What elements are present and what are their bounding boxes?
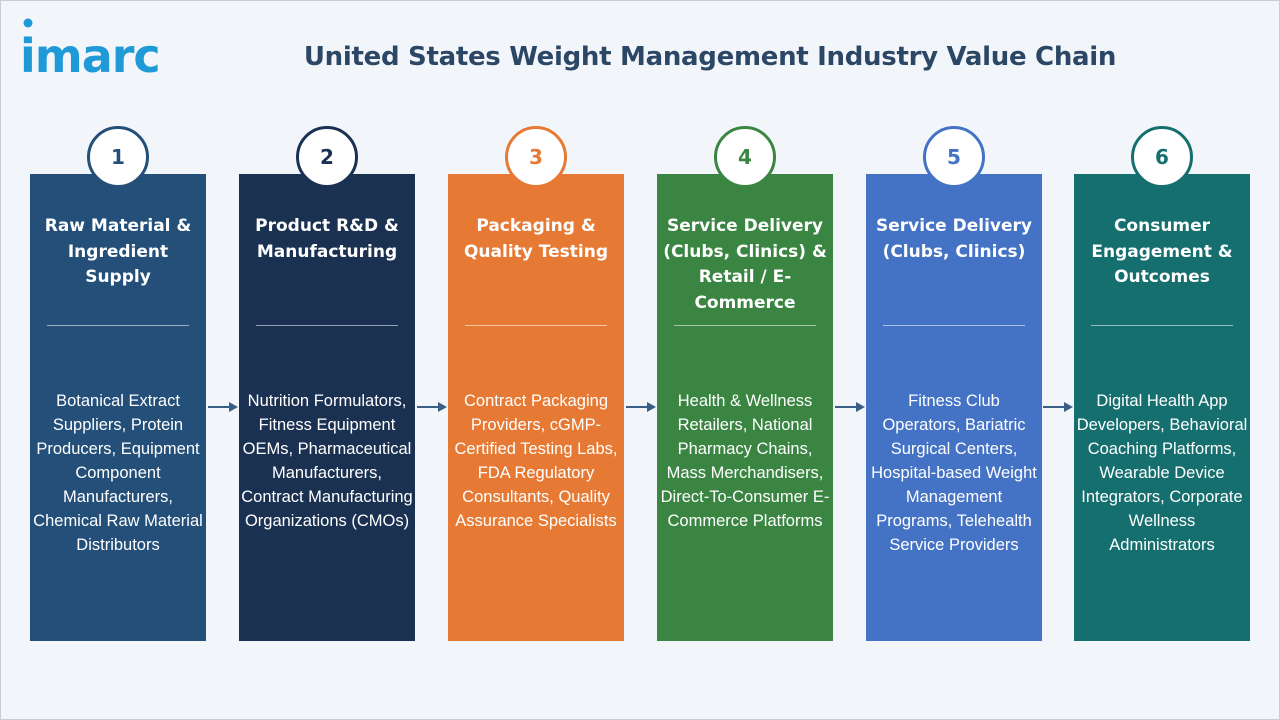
stage-column-5: Service Delivery (Clubs, Clinics) Fitnes… (866, 174, 1042, 641)
stage-column-6: Consumer Engagement & Outcomes Digital H… (1074, 174, 1250, 641)
stage-divider (256, 325, 398, 326)
stage-column-4: Service Delivery (Clubs, Clinics) & Reta… (657, 174, 833, 641)
stage-divider (883, 325, 1025, 326)
stage-column-2: Product R&D & Manufacturing Nutrition Fo… (239, 174, 415, 641)
stage-number: 3 (529, 145, 543, 169)
stage-title: Service Delivery (Clubs, Clinics) & Reta… (663, 216, 827, 313)
stage-description: Contract Packaging Providers, cGMP-Certi… (454, 392, 618, 530)
stage-description: Health & Wellness Retailers, National Ph… (660, 392, 830, 530)
logo-text: imarc (20, 29, 160, 83)
stage-title: Product R&D & Manufacturing (255, 216, 399, 262)
flow-arrow-icon (835, 402, 865, 412)
stage-number-badge: 5 (923, 126, 985, 188)
page-title: United States Weight Management Industry… (303, 42, 1117, 72)
stage-divider (674, 325, 816, 326)
stage-title: Packaging & Quality Testing (463, 216, 609, 262)
stage-number-badge: 2 (296, 126, 358, 188)
stage-number-badge: 6 (1131, 126, 1193, 188)
stage-title: Consumer Engagement & Outcomes (1091, 216, 1233, 287)
stage-description: Nutrition Formulators, Fitness Equipment… (241, 392, 413, 530)
stage-number-badge: 3 (505, 126, 567, 188)
stage-number: 4 (738, 145, 752, 169)
stage-number-badge: 1 (87, 126, 149, 188)
stage-divider (1091, 325, 1233, 326)
flow-arrow-icon (626, 402, 656, 412)
stage-number: 1 (111, 145, 125, 169)
stage-number: 5 (947, 145, 961, 169)
stage-title: Service Delivery (Clubs, Clinics) (876, 216, 1032, 262)
stage-divider (47, 325, 189, 326)
flow-arrow-icon (417, 402, 447, 412)
stage-description: Digital Health App Developers, Behaviora… (1076, 392, 1248, 554)
flow-arrow-icon (1043, 402, 1073, 412)
flow-arrow-icon (208, 402, 238, 412)
stage-number: 2 (320, 145, 334, 169)
stage-number: 6 (1155, 145, 1169, 169)
stage-description: Fitness Club Operators, Bariatric Surgic… (871, 392, 1037, 554)
stage-title: Raw Material & Ingredient Supply (44, 216, 192, 287)
stage-column-1: Raw Material & Ingredient Supply Botanic… (30, 174, 206, 641)
stage-divider (465, 325, 607, 326)
stage-description: Botanical Extract Suppliers, Protein Pro… (33, 392, 203, 554)
imarc-logo-icon: imarc (20, 18, 161, 83)
stage-column-3: Packaging & Quality Testing Contract Pac… (448, 174, 624, 641)
imarc-logo: imarc (20, 14, 200, 84)
stage-number-badge: 4 (714, 126, 776, 188)
